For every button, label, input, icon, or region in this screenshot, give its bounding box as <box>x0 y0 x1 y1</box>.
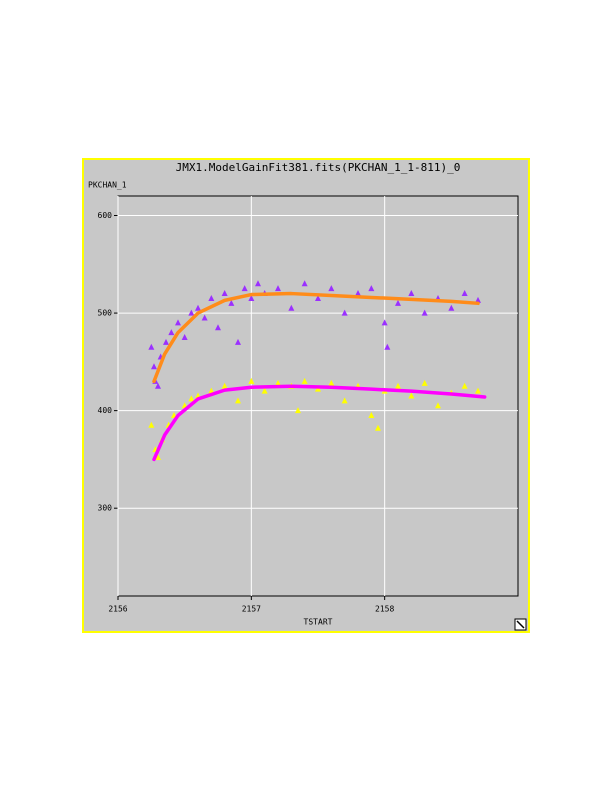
y-tick-label: 400 <box>98 406 113 415</box>
data-point <box>408 290 415 297</box>
data-point <box>375 424 381 431</box>
data-point <box>148 343 155 350</box>
data-point <box>421 379 428 386</box>
data-point <box>461 382 468 389</box>
data-point <box>475 296 481 303</box>
data-point <box>208 294 215 301</box>
data-point <box>151 363 157 370</box>
data-point <box>301 280 308 287</box>
data-point <box>248 294 255 301</box>
data-point <box>328 285 335 292</box>
data-point <box>215 324 221 331</box>
data-point <box>275 285 281 292</box>
data-point <box>384 343 391 350</box>
data-point <box>341 309 348 316</box>
data-point <box>188 309 195 316</box>
y-tick-label: 600 <box>98 211 113 220</box>
data-point <box>421 309 428 316</box>
data-point <box>295 407 301 414</box>
data-point <box>368 412 375 419</box>
data-point <box>315 294 321 301</box>
data-point <box>201 314 208 321</box>
data-point <box>301 377 308 384</box>
data-point <box>208 387 215 394</box>
data-point <box>235 338 241 345</box>
plot-area <box>117 195 519 597</box>
data-point <box>408 392 415 399</box>
data-point <box>395 299 401 306</box>
x-tick-label: 2157 <box>242 605 261 614</box>
resize-icon[interactable] <box>514 618 527 631</box>
data-point <box>355 290 361 297</box>
data-point <box>235 397 241 404</box>
fit-line <box>152 384 487 462</box>
data-point <box>395 382 401 389</box>
chart-title: JMX1.ModelGainFit381.fits(PKCHAN_1_1-811… <box>176 161 461 174</box>
x-tick-label: 2158 <box>375 605 394 614</box>
data-point <box>155 382 161 389</box>
data-point <box>435 402 441 409</box>
data-point <box>248 377 255 384</box>
data-point <box>181 333 188 340</box>
data-point <box>255 280 261 287</box>
data-point <box>221 382 228 389</box>
data-point <box>148 421 155 428</box>
data-point <box>261 387 268 394</box>
data-point <box>461 290 468 297</box>
data-point <box>228 299 235 306</box>
fit-line <box>152 291 480 384</box>
data-point <box>315 385 321 392</box>
data-point <box>448 304 455 311</box>
data-point <box>195 304 201 311</box>
data-point <box>341 397 348 404</box>
data-point <box>275 379 281 386</box>
data-point <box>381 319 388 326</box>
x-axis-label: TSTART <box>304 618 333 627</box>
data-point <box>475 387 481 394</box>
data-point <box>368 285 375 292</box>
y-axis-label: PKCHAN_1 <box>88 181 127 190</box>
data-point <box>175 319 181 326</box>
data-point <box>288 304 295 311</box>
y-tick-label: 500 <box>98 309 113 318</box>
data-point <box>155 453 161 460</box>
data-point <box>241 285 248 292</box>
data-point <box>328 379 335 386</box>
data-point <box>163 338 169 345</box>
x-tick-label: 2156 <box>108 605 127 614</box>
data-point <box>188 395 195 402</box>
data-point <box>168 329 175 336</box>
data-point <box>221 290 228 297</box>
resize-arrow[interactable] <box>516 620 525 629</box>
y-tick-label: 300 <box>98 504 113 513</box>
